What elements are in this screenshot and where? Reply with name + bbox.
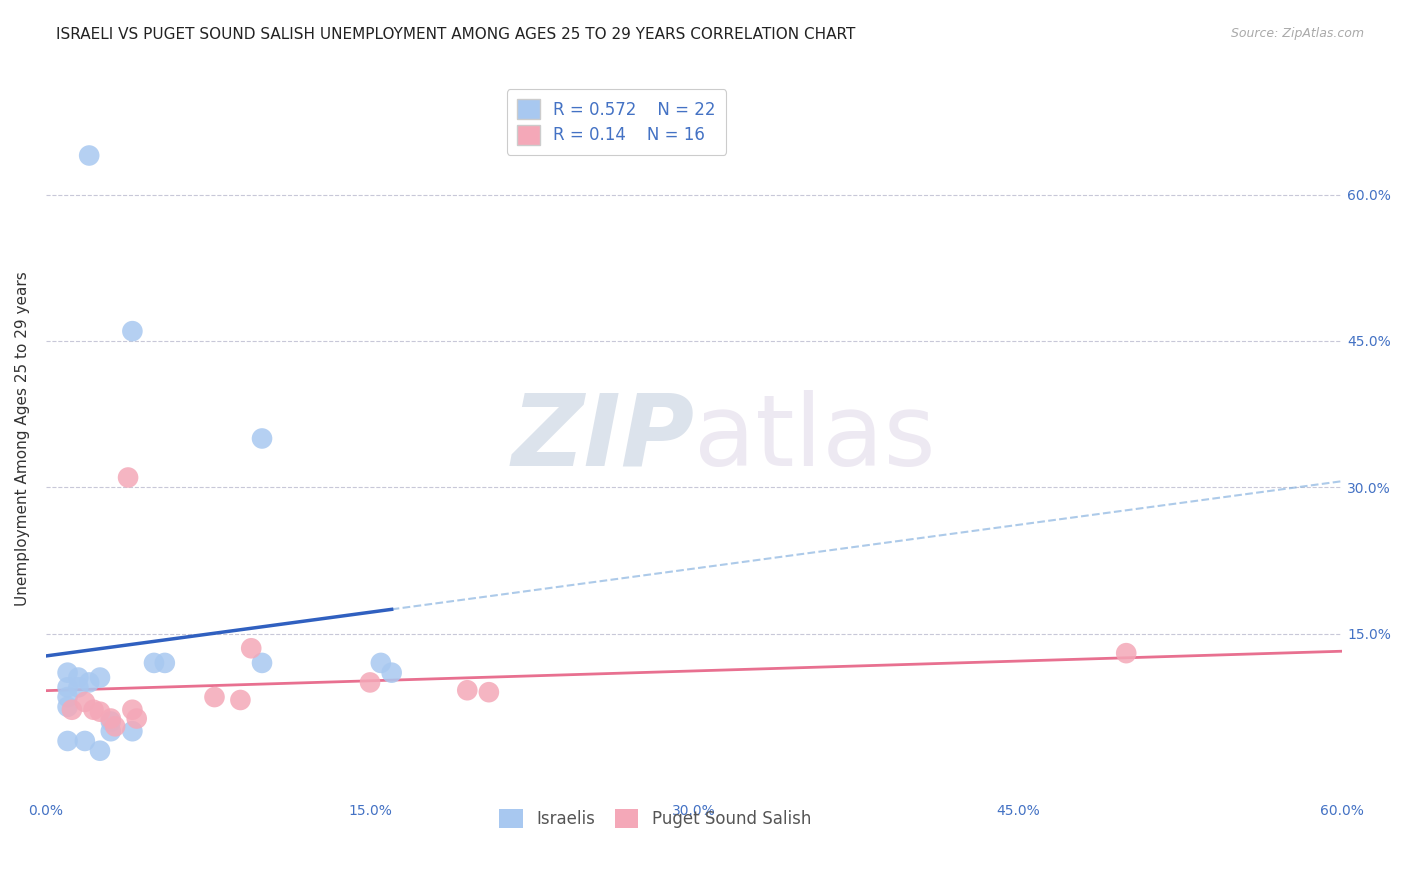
Text: Source: ZipAtlas.com: Source: ZipAtlas.com — [1230, 27, 1364, 40]
Point — [89, 744, 111, 758]
Point — [381, 665, 404, 680]
Point — [100, 724, 122, 739]
Point — [77, 148, 100, 162]
Point — [56, 699, 79, 714]
Point — [73, 695, 96, 709]
Point — [77, 675, 100, 690]
Y-axis label: Unemployment Among Ages 25 to 29 years: Unemployment Among Ages 25 to 29 years — [15, 271, 30, 606]
Point — [478, 685, 501, 699]
Point — [250, 432, 273, 446]
Point — [229, 693, 252, 707]
Point — [60, 703, 83, 717]
Point — [56, 665, 79, 680]
Text: ISRAELI VS PUGET SOUND SALISH UNEMPLOYMENT AMONG AGES 25 TO 29 YEARS CORRELATION: ISRAELI VS PUGET SOUND SALISH UNEMPLOYME… — [56, 27, 856, 42]
Point — [359, 675, 381, 690]
Point — [100, 714, 122, 729]
Point — [121, 724, 143, 739]
Point — [121, 703, 143, 717]
Point — [67, 681, 90, 695]
Point — [100, 712, 122, 726]
Point — [370, 656, 392, 670]
Point — [117, 470, 139, 484]
Point — [67, 671, 90, 685]
Point — [456, 683, 478, 698]
Point — [56, 681, 79, 695]
Point — [56, 734, 79, 748]
Point — [125, 712, 148, 726]
Point — [143, 656, 166, 670]
Point — [204, 690, 226, 704]
Point — [56, 690, 79, 704]
Point — [250, 656, 273, 670]
Point — [89, 705, 111, 719]
Point — [121, 324, 143, 338]
Point — [89, 671, 111, 685]
Point — [153, 656, 176, 670]
Legend: Israelis, Puget Sound Salish: Israelis, Puget Sound Salish — [492, 802, 818, 835]
Text: ZIP: ZIP — [512, 390, 695, 487]
Text: atlas: atlas — [695, 390, 936, 487]
Point — [73, 734, 96, 748]
Point — [104, 719, 127, 733]
Point — [83, 703, 105, 717]
Point — [1115, 646, 1137, 660]
Point — [240, 641, 263, 656]
